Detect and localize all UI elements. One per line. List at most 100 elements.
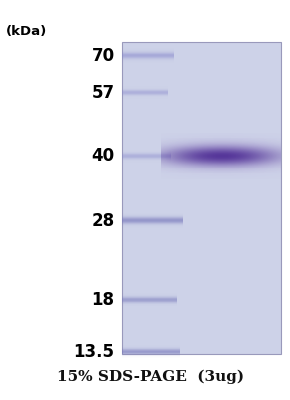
Bar	[261, 143, 262, 144]
Bar	[272, 151, 273, 152]
Bar	[234, 176, 235, 177]
Bar	[207, 153, 209, 154]
Bar	[169, 140, 170, 141]
Bar	[164, 149, 165, 150]
Bar	[243, 170, 244, 172]
Bar	[182, 148, 183, 149]
Bar	[266, 136, 267, 137]
Bar	[204, 149, 205, 150]
Bar	[183, 156, 184, 157]
Bar	[263, 160, 264, 161]
Bar	[269, 168, 270, 170]
Bar	[162, 154, 163, 155]
Bar	[178, 155, 179, 156]
Bar	[165, 153, 166, 154]
Bar	[217, 166, 218, 168]
Bar	[223, 168, 224, 170]
Bar	[201, 172, 202, 173]
Bar	[186, 142, 187, 143]
Bar	[274, 154, 275, 155]
Bar	[280, 164, 281, 166]
Bar	[265, 150, 266, 151]
Bar	[187, 154, 188, 155]
Bar	[274, 163, 275, 164]
Bar	[279, 175, 280, 176]
Bar	[171, 138, 172, 139]
Bar	[245, 142, 246, 143]
Bar	[239, 170, 240, 172]
Bar	[195, 150, 196, 151]
Bar	[181, 156, 182, 157]
Bar	[173, 151, 174, 152]
Bar	[196, 144, 197, 145]
Bar	[239, 162, 240, 163]
Bar	[231, 157, 232, 158]
Bar	[257, 163, 258, 164]
Bar	[273, 150, 274, 151]
Bar	[217, 152, 218, 153]
Bar	[172, 158, 173, 159]
Bar	[222, 157, 223, 158]
Bar	[267, 152, 268, 153]
Bar	[207, 138, 209, 139]
Bar	[169, 177, 170, 178]
Bar	[230, 161, 231, 162]
Bar	[227, 175, 228, 176]
Bar	[224, 161, 225, 162]
Bar	[198, 146, 200, 147]
Bar	[257, 158, 258, 159]
Bar	[246, 162, 247, 163]
Bar	[206, 141, 207, 142]
Bar	[270, 149, 271, 150]
Bar	[176, 154, 177, 155]
Bar	[264, 137, 265, 138]
Bar	[238, 172, 239, 173]
Bar	[187, 161, 188, 162]
Bar	[163, 148, 164, 149]
Bar	[211, 153, 213, 154]
Bar	[245, 150, 246, 151]
Bar	[166, 149, 167, 150]
Bar	[262, 144, 263, 145]
Bar	[202, 172, 203, 173]
Bar	[234, 159, 235, 160]
Bar	[223, 170, 224, 172]
Bar	[228, 141, 229, 142]
Bar	[231, 156, 232, 157]
Bar	[191, 145, 192, 146]
Bar	[172, 164, 173, 166]
Bar	[178, 139, 179, 140]
Bar	[253, 141, 254, 142]
Bar	[249, 170, 250, 172]
Bar	[239, 168, 240, 170]
Bar	[175, 155, 176, 156]
Bar	[171, 157, 172, 158]
Bar	[264, 175, 265, 176]
Bar	[227, 157, 228, 158]
Bar	[174, 143, 175, 144]
Bar	[239, 148, 240, 149]
Bar	[228, 146, 229, 147]
Bar	[217, 161, 218, 162]
Bar	[254, 138, 255, 139]
Bar	[278, 174, 279, 175]
Bar	[224, 158, 225, 159]
Bar	[168, 132, 169, 134]
Bar	[241, 159, 242, 160]
Bar	[195, 170, 196, 172]
Bar	[191, 146, 192, 147]
Bar	[263, 140, 264, 141]
Bar	[273, 151, 274, 152]
Bar	[218, 178, 219, 179]
Bar	[222, 145, 223, 146]
Bar	[224, 143, 225, 144]
Bar	[167, 152, 168, 153]
Bar	[219, 149, 220, 150]
Bar	[258, 155, 259, 156]
Bar	[264, 164, 265, 166]
Bar	[185, 132, 186, 134]
Bar	[269, 146, 270, 147]
Bar	[258, 139, 259, 140]
Bar	[171, 141, 172, 142]
Bar	[224, 141, 225, 142]
